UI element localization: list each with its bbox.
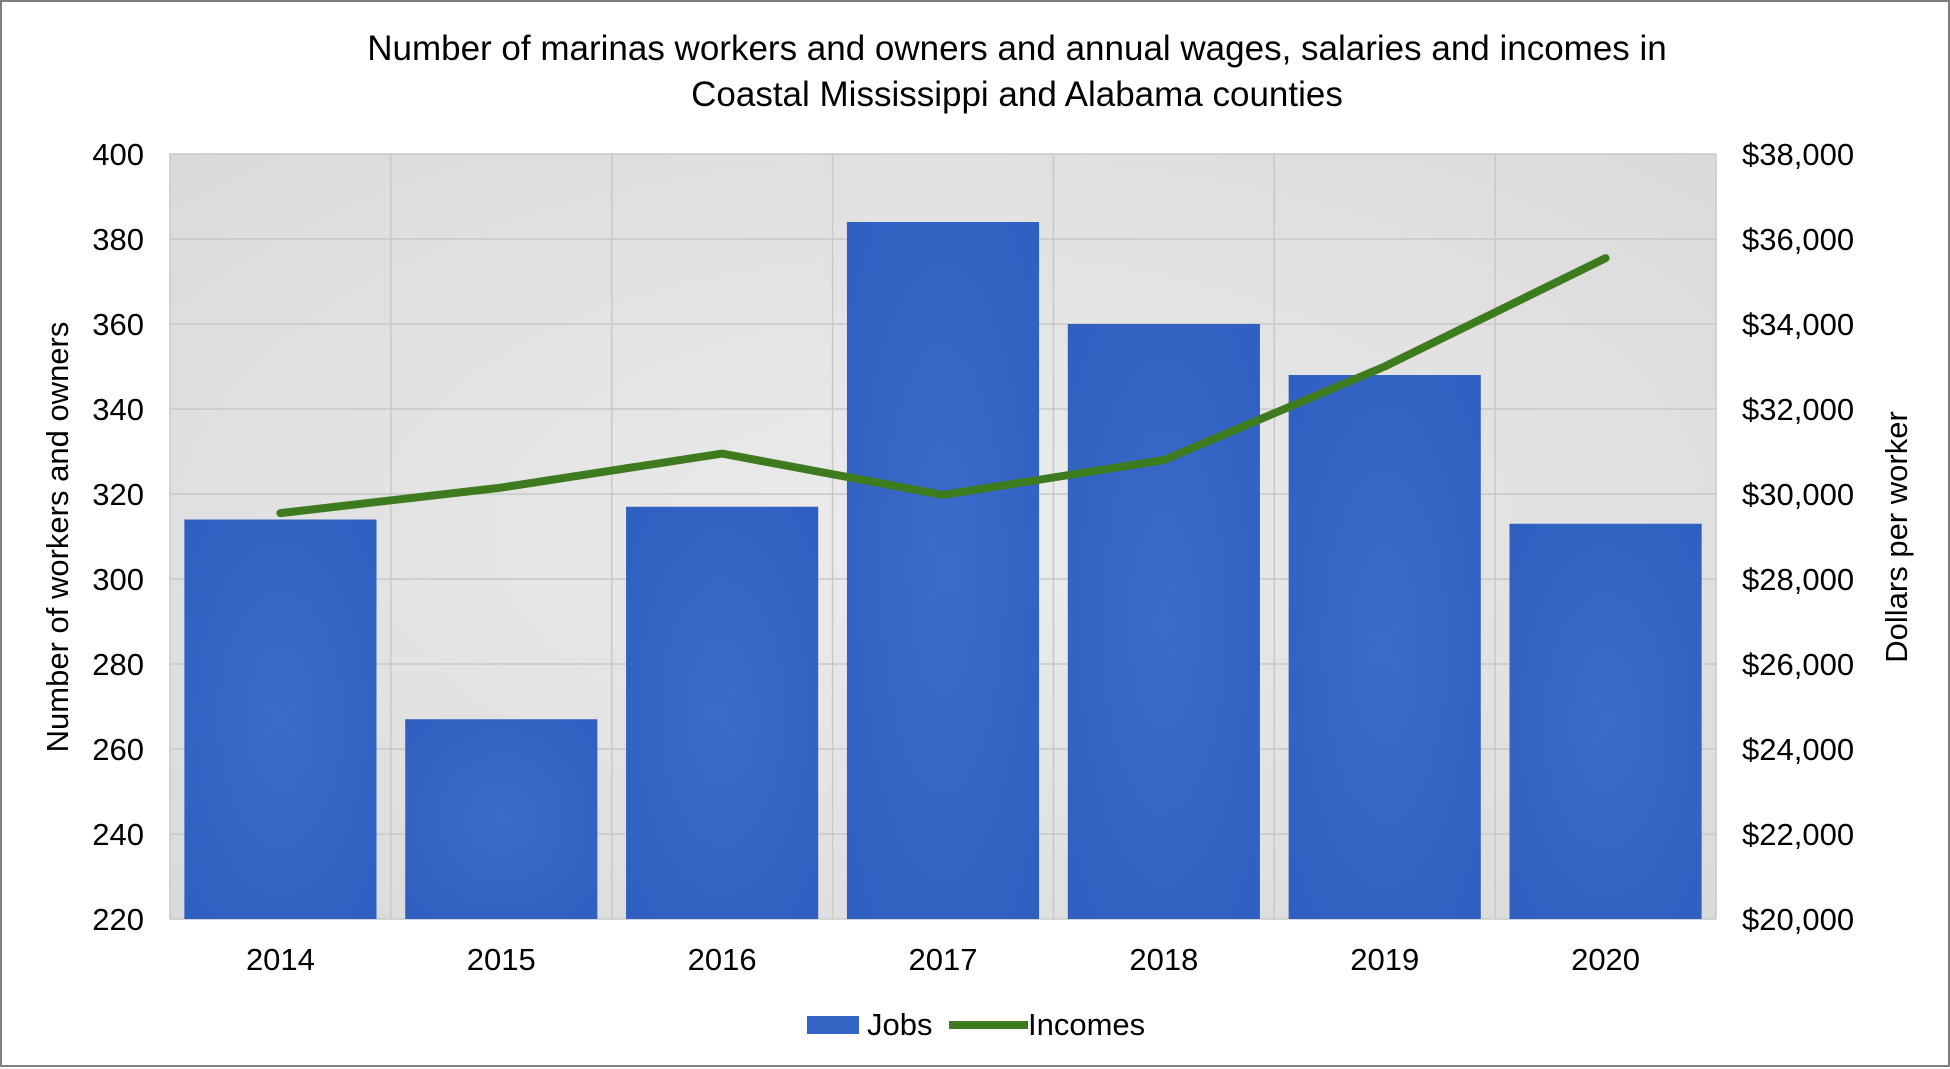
bar-jobs-2014 (184, 519, 377, 919)
bar-jobs-2016 (626, 506, 819, 919)
y-tick-label: 300 (92, 562, 144, 597)
bar-jobs-2017 (846, 222, 1040, 919)
y-tick-label: 240 (92, 817, 144, 852)
incomes-line-group (276, 254, 1610, 518)
point-incomes-2019 (1383, 365, 1386, 368)
x-tick-label: 2014 (246, 942, 315, 977)
bar-jobs-2019 (1288, 375, 1481, 919)
chart-title-line-2: Coastal Mississippi and Alabama counties (691, 75, 1343, 114)
y-tick-label: 380 (92, 222, 144, 257)
legend-jobs-swatch (807, 1016, 859, 1034)
y2-tick-label: $22,000 (1742, 817, 1854, 852)
y-tick-label: 400 (92, 137, 144, 172)
y2-tick-label: $26,000 (1742, 647, 1854, 682)
y2-tick-label: $30,000 (1742, 477, 1854, 512)
bar-jobs-2018 (1067, 324, 1260, 919)
y2-tick-label: $28,000 (1742, 562, 1854, 597)
x-tick-label: 2015 (467, 942, 536, 977)
y2-tick-label: $24,000 (1742, 732, 1854, 767)
chart-title-line-1: Number of marinas workers and owners and… (367, 29, 1667, 68)
legend-incomes-label: Incomes (1028, 1007, 1145, 1042)
y2-tick-label: $36,000 (1742, 222, 1854, 257)
point-incomes-2016 (721, 452, 724, 455)
x-tick-label: 2017 (909, 942, 978, 977)
legend-jobs-label: Jobs (867, 1007, 932, 1042)
point-incomes-2014 (279, 512, 282, 515)
y2-tick-label: $32,000 (1742, 392, 1854, 427)
point-incomes-2018 (1162, 459, 1165, 461)
x-tick-label: 2020 (1571, 942, 1640, 977)
bar-jobs-2020 (1509, 523, 1702, 919)
legend: Jobs Incomes (807, 1007, 1145, 1042)
y2-axis-label: Dollars per worker (1879, 411, 1914, 663)
y-tick-label: 280 (92, 647, 144, 682)
point-incomes-2020 (1604, 257, 1607, 260)
point-incomes-2015 (500, 486, 503, 489)
y-axis-label: Number of workers and owners (40, 322, 75, 753)
y-tick-label: 220 (92, 902, 144, 937)
bar-jobs-2015 (405, 719, 598, 919)
x-tick-label: 2019 (1350, 942, 1419, 977)
y2-tick-label: $38,000 (1742, 137, 1854, 172)
jobs-bars (184, 222, 1702, 919)
y-tick-label: 320 (92, 477, 144, 512)
y2-tick-label: $34,000 (1742, 307, 1854, 342)
y-tick-label: 360 (92, 307, 144, 342)
point-incomes-2017 (942, 493, 944, 496)
y-tick-label: 340 (92, 392, 144, 427)
x-tick-label: 2016 (688, 942, 757, 977)
axes: 400 380 360 340 320 300 280 260 240 220 $38,000 $36… (92, 137, 1854, 977)
x-tick-label: 2018 (1129, 942, 1198, 977)
y2-tick-label: $20,000 (1742, 902, 1854, 937)
y-tick-label: 260 (92, 732, 144, 767)
